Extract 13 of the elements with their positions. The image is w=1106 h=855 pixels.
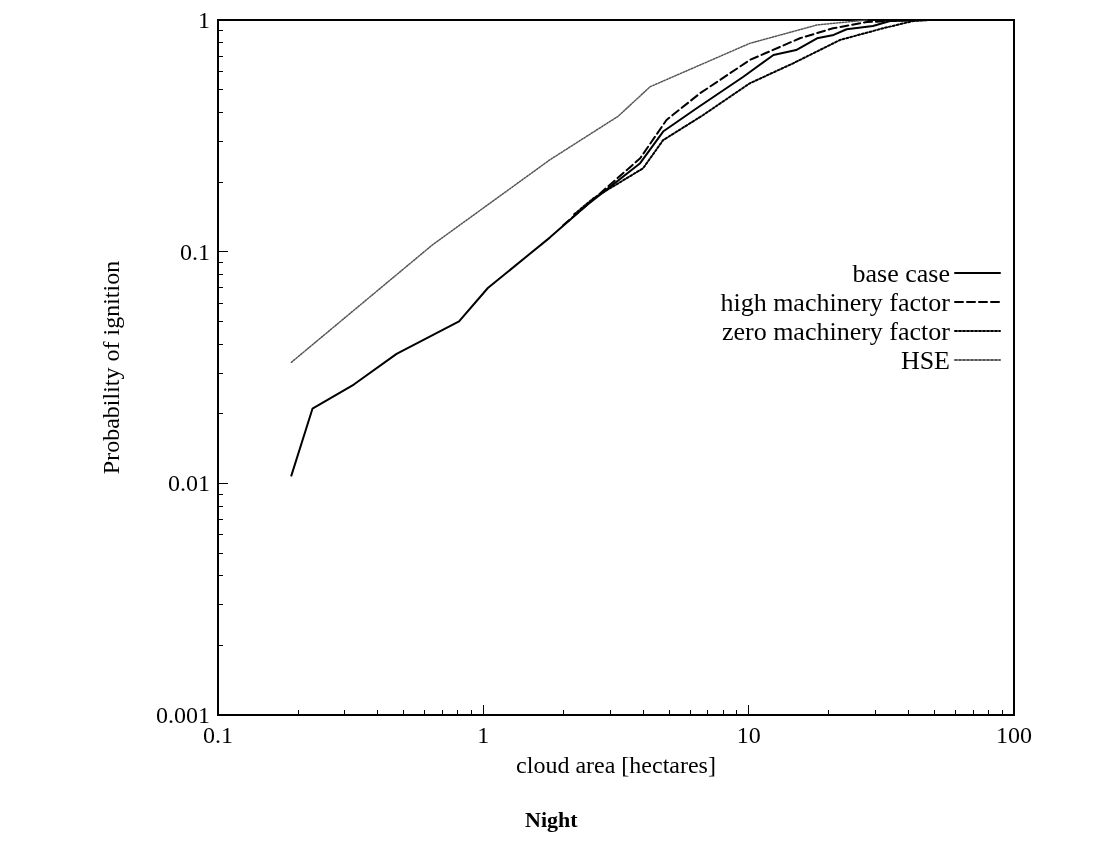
y-tick-label: 1 xyxy=(198,7,210,33)
x-tick-label: 10 xyxy=(736,722,761,748)
y-tick-label: 0.1 xyxy=(180,238,210,265)
x-tick-label: 1 xyxy=(477,722,490,748)
legend-label: HSE xyxy=(900,345,950,375)
x-axis-title: cloud area [hectares] xyxy=(516,752,716,778)
y-axis-title: Probability of ignition xyxy=(98,260,124,475)
legend-label: high machinery factor xyxy=(720,287,951,317)
x-tick-label: 100 xyxy=(996,722,1032,748)
y-tick-label: 0.01 xyxy=(168,470,210,497)
text: Night xyxy=(525,806,579,832)
legend-label: base case xyxy=(852,258,950,288)
legend-label: zero machinery factor xyxy=(721,316,951,346)
